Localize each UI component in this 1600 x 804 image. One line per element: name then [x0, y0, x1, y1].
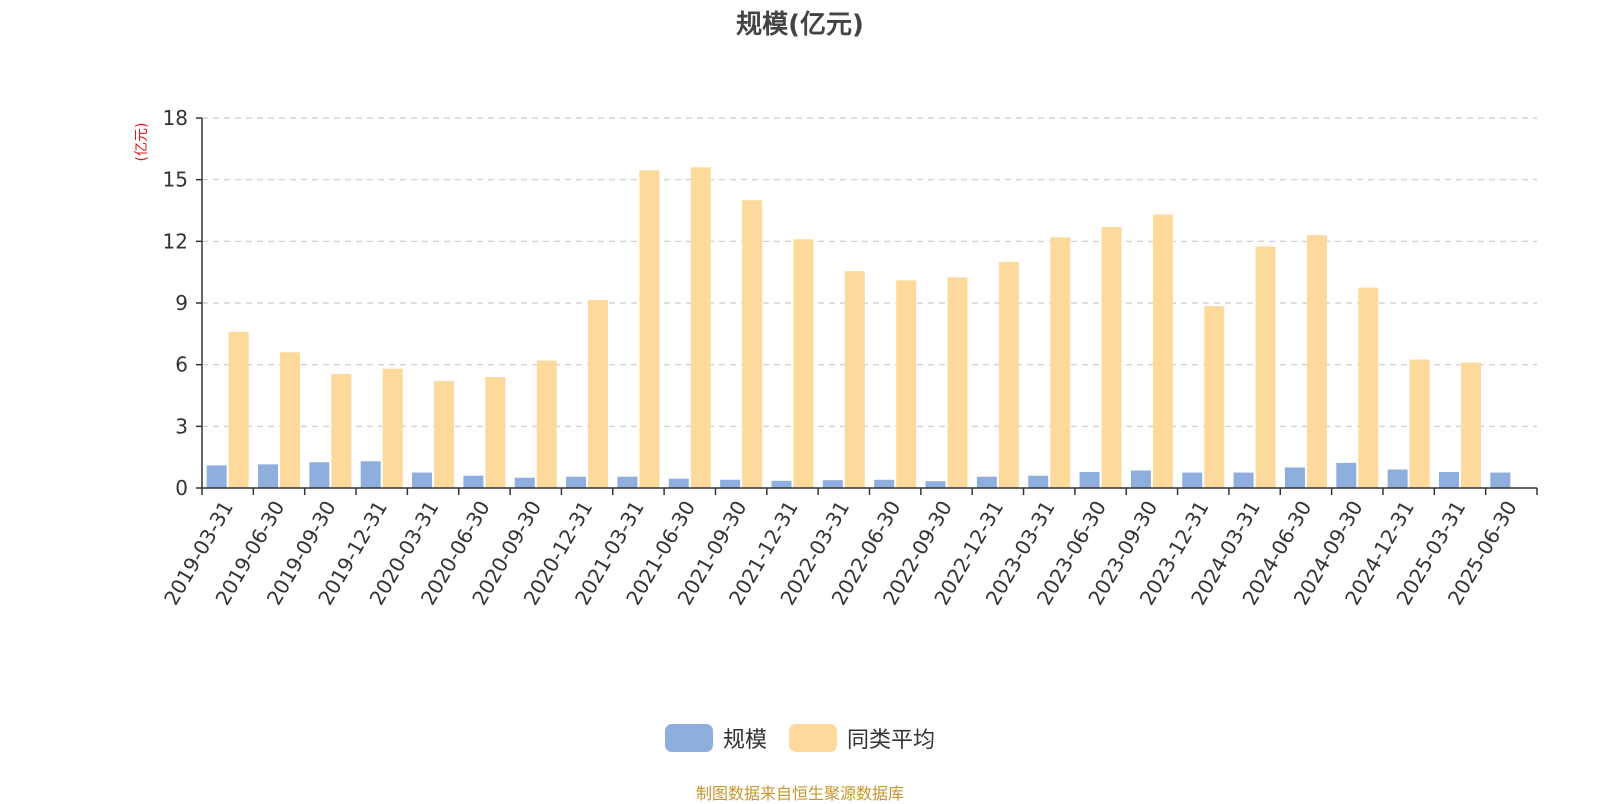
bar-scale-2024-06-30 [1284, 467, 1305, 488]
bar-scale-2023-12-31 [1182, 472, 1203, 488]
y-tick-label: 12 [163, 229, 188, 253]
legend-swatch-scale [664, 724, 713, 752]
bar-scale-2022-09-30 [925, 481, 946, 488]
bar-peer-average-2022-12-31 [998, 261, 1019, 488]
bar-peer-average-2023-12-31 [1204, 306, 1225, 488]
bar-scale-2023-09-30 [1130, 470, 1151, 488]
bar-peer-average-2022-09-30 [947, 277, 968, 488]
bar-peer-average-2021-12-31 [793, 239, 814, 488]
bar-peer-average-2023-06-30 [1101, 226, 1122, 488]
bar-peer-average-2022-03-31 [844, 271, 865, 488]
bar-scale-2023-06-30 [1079, 471, 1100, 488]
bar-peer-average-2024-09-30 [1358, 287, 1379, 488]
bar-peer-average-2021-09-30 [742, 200, 763, 488]
y-tick-label: 6 [175, 353, 188, 377]
axes [196, 117, 1538, 495]
bar-peer-average-2019-12-31 [382, 368, 403, 488]
bar-scale-2021-09-30 [720, 479, 741, 488]
bar-peer-average-2020-09-30 [536, 360, 557, 488]
bar-peer-average-2021-06-30 [690, 167, 711, 489]
legend-item-peer-average[interactable]: 同类平均 [789, 722, 935, 754]
bar-peer-average-2024-03-31 [1255, 246, 1276, 488]
bar-scale-2023-03-31 [1028, 475, 1049, 488]
y-tick-label: 3 [175, 414, 188, 438]
bar-scale-2020-03-31 [412, 472, 433, 488]
bar-scale-2019-06-30 [258, 464, 279, 488]
bar-scale-2025-06-30 [1490, 472, 1511, 488]
source-note: 制图数据来自恒生聚源数据库 [695, 784, 904, 803]
bar-peer-average-2022-06-30 [896, 280, 917, 488]
bars [206, 167, 1511, 489]
bar-peer-average-2024-06-30 [1306, 235, 1327, 488]
bar-scale-2020-09-30 [514, 477, 535, 488]
bar-scale-2024-03-31 [1233, 472, 1254, 488]
bar-scale-2022-12-31 [976, 476, 997, 488]
y-tick-label: 18 [163, 106, 188, 130]
y-axis-unit-label: (亿元) [134, 123, 150, 162]
bar-scale-2021-06-30 [668, 478, 689, 488]
bar-scale-2019-12-31 [360, 461, 381, 488]
bar-peer-average-2020-03-31 [434, 381, 455, 488]
bar-scale-2020-12-31 [566, 476, 587, 488]
bar-peer-average-2020-06-30 [485, 377, 506, 488]
bar-scale-2019-09-30 [309, 462, 330, 488]
bar-scale-2021-12-31 [771, 480, 792, 488]
bar-peer-average-2020-12-31 [588, 299, 609, 488]
y-tick-label: 9 [175, 291, 188, 315]
bar-peer-average-2024-12-31 [1409, 359, 1430, 488]
bar-scale-2022-06-30 [874, 479, 895, 488]
y-tick-label: 15 [163, 168, 188, 192]
bar-scale-2024-12-31 [1387, 469, 1408, 488]
bar-peer-average-2023-09-30 [1152, 214, 1173, 488]
bar-scale-2021-03-31 [617, 476, 638, 488]
bar-peer-average-2019-03-31 [228, 331, 249, 488]
legend-label-peer-average: 同类平均 [847, 728, 936, 753]
bar-peer-average-2025-03-31 [1460, 362, 1481, 488]
legend-label-scale: 规模 [722, 728, 767, 753]
legend-item-scale[interactable]: 规模 [664, 722, 767, 754]
bar-scale-2022-03-31 [822, 480, 843, 488]
bar-scale-2024-09-30 [1336, 462, 1357, 488]
bar-peer-average-2021-03-31 [639, 170, 660, 488]
bar-scale-2019-03-31 [206, 465, 227, 488]
bar-scale-2020-06-30 [463, 475, 484, 488]
bar-peer-average-2019-06-30 [280, 352, 301, 488]
legend-swatch-peer-average [789, 724, 837, 752]
y-tick-label: 0 [175, 476, 188, 500]
chart-title: 规模(亿元) [736, 10, 864, 40]
bar-peer-average-2019-09-30 [331, 373, 352, 488]
bar-scale-2025-03-31 [1438, 471, 1459, 488]
legend: 规模 同类平均 [0, 722, 1600, 754]
bar-peer-average-2023-03-31 [1050, 237, 1071, 488]
